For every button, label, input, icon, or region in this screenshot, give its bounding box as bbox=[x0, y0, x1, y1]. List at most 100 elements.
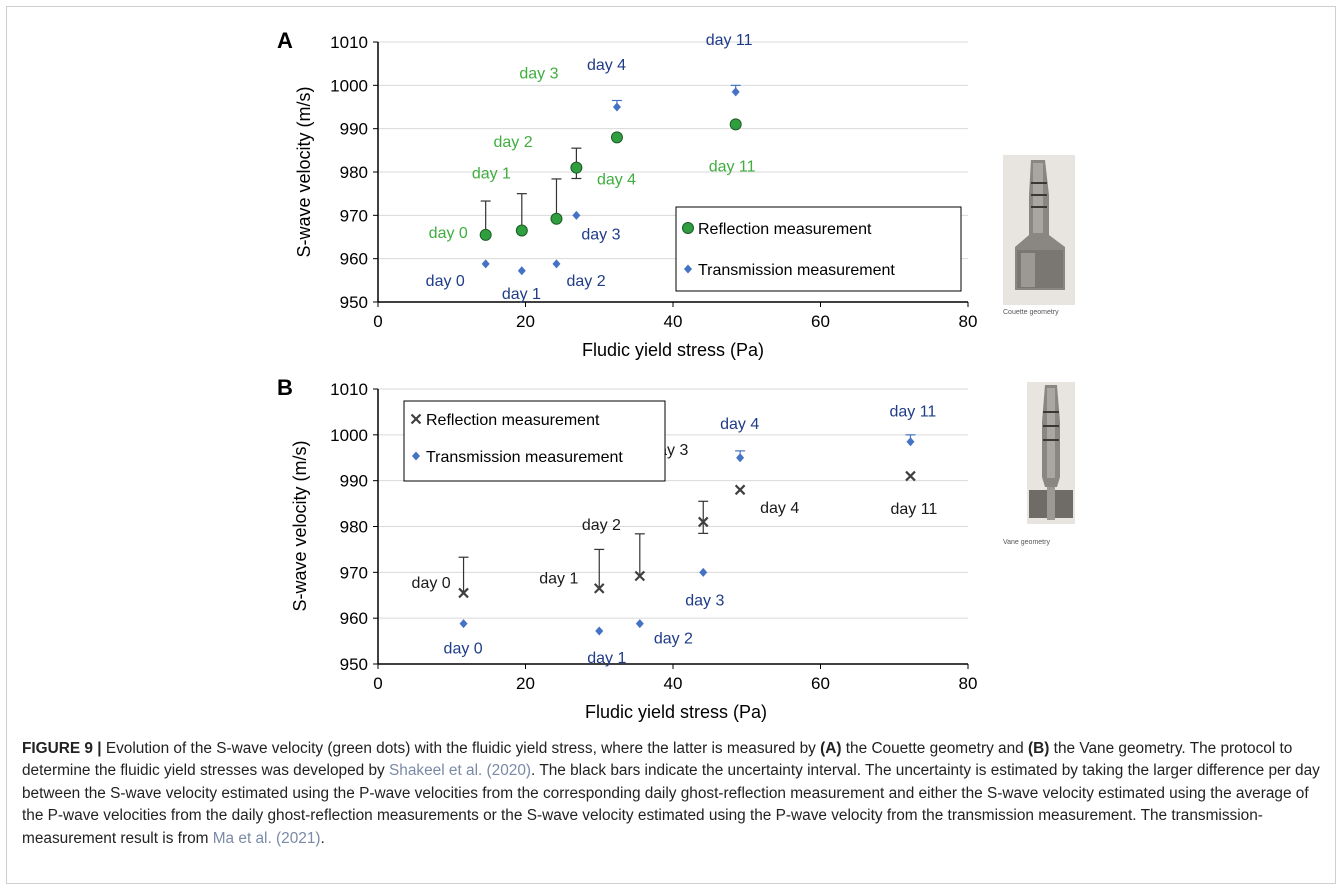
panel-a-legend-transmission-label: Transmission measurement bbox=[698, 262, 895, 279]
panel-b-reflection-data-label: day 0 bbox=[412, 575, 451, 592]
panel-b-transmission-point bbox=[736, 453, 745, 463]
panel-a-reflection-data-label: day 2 bbox=[493, 134, 532, 151]
figure-frame bbox=[6, 6, 1336, 884]
panel-b-y-tick-label: 1000 bbox=[330, 426, 368, 445]
panel-a-reflection-point bbox=[515, 224, 528, 237]
reference-link-ma[interactable]: Ma et al. (2021) bbox=[212, 829, 321, 847]
panel-b-x-tick-label: 20 bbox=[516, 674, 535, 693]
panel-a-transmission-point bbox=[552, 259, 561, 269]
panel-b-reflection-point bbox=[458, 587, 469, 599]
panel-a-reflection-point bbox=[570, 161, 583, 174]
panel-a-legend-box bbox=[675, 206, 962, 292]
panel-b-y-axis-label: S-wave velocity (m/s) bbox=[290, 440, 310, 611]
figure-label: FIGURE 9 | bbox=[22, 740, 102, 757]
panel-b-transmission-data-label: day 4 bbox=[720, 416, 759, 433]
couette-geometry-caption: Couette geometry bbox=[1003, 309, 1059, 316]
figure-9-charts: 950 960 970 980 990 1000 1010 0 20 40 60 80 Fludic y… bbox=[277, 28, 978, 722]
panel-b-x-tick-label: 60 bbox=[811, 674, 830, 693]
panel-a-legend-reflection-label: Reflection measurement bbox=[698, 221, 872, 238]
panel-a-transmission-data-label: day 11 bbox=[706, 32, 753, 49]
panel-b-transmission-data-label: day 3 bbox=[685, 592, 724, 609]
caption-text-2: the Couette geometry and bbox=[841, 740, 1029, 757]
panel-a-x-tick-label: 80 bbox=[959, 312, 978, 331]
caption-text-5: . bbox=[320, 829, 325, 847]
panel-b-y-tick-label: 990 bbox=[340, 472, 368, 491]
panel-a-reflection-point bbox=[610, 131, 623, 144]
panel-a-transmission-point bbox=[612, 102, 621, 112]
caption-bold-b: (B) bbox=[1028, 740, 1050, 757]
panel-a-reflection-data-label: day 0 bbox=[429, 225, 468, 242]
panel-b-y-tick-label: 970 bbox=[340, 563, 368, 582]
panel-b-transmission-point bbox=[595, 626, 604, 636]
panel-a-transmission-data-label: day 4 bbox=[587, 57, 626, 74]
panel-a-x-tick-label: 0 bbox=[373, 312, 382, 331]
caption-text-3: the Vane geometry. The protocol to deter… bbox=[22, 740, 1293, 780]
panel-a-x-tick-label: 60 bbox=[811, 312, 830, 331]
panel-a-reflection-point bbox=[479, 228, 492, 241]
panel-b-transmission-point bbox=[699, 567, 708, 577]
panel-b-y-tick-label: 980 bbox=[340, 518, 368, 537]
panel-a-transmission-point bbox=[731, 87, 740, 97]
panel-a-y-tick-label: 960 bbox=[340, 250, 368, 269]
panel-b-legend-transmission-label: Transmission measurement bbox=[426, 449, 623, 466]
panel-b-reflection-point bbox=[593, 583, 605, 594]
panel-a-legend-transmission-marker bbox=[684, 264, 692, 274]
couette-geometry-photo bbox=[1003, 155, 1075, 305]
panel-b-panel-label: B bbox=[277, 375, 293, 400]
panel-b-reflection-point bbox=[734, 484, 746, 496]
panel-b-transmission-point bbox=[906, 437, 915, 447]
panel-b-transmission-data-label: day 0 bbox=[444, 641, 483, 658]
panel-a-y-tick-label: 1000 bbox=[330, 76, 368, 95]
panel-b-y-tick-label: 950 bbox=[340, 655, 368, 674]
panel-b-y-tick-label: 1010 bbox=[330, 380, 368, 399]
panel-b-x-tick-label: 0 bbox=[373, 674, 382, 693]
panel-a-y-tick-label: 990 bbox=[340, 120, 368, 139]
caption-text-1: Evolution of the S-wave velocity (green … bbox=[101, 740, 821, 757]
panel-b-legend-reflection-marker bbox=[410, 413, 422, 425]
panel-b-reflection-data-label: day 2 bbox=[582, 517, 621, 534]
panel-a-x-axis-label: Fludic yield stress (Pa) bbox=[582, 340, 764, 360]
vane-geometry-caption: Vane geometry bbox=[1003, 539, 1050, 546]
panel-a-legend-reflection-marker bbox=[682, 222, 694, 234]
figure-caption: FIGURE 9 | Evolution of the S-wave veloc… bbox=[22, 738, 1322, 850]
panel-b-legend-box bbox=[403, 400, 666, 482]
panel-a-y-tick-label: 970 bbox=[340, 206, 368, 225]
panel-b-reflection-point bbox=[697, 516, 709, 528]
panel-a-reflection-data-label: day 11 bbox=[709, 158, 756, 175]
panel-a-transmission-point bbox=[481, 259, 490, 269]
panel-b-x-axis-label: Fludic yield stress (Pa) bbox=[585, 702, 767, 722]
vane-geometry-photo bbox=[1027, 382, 1075, 524]
panel-a-x-tick-label: 40 bbox=[664, 312, 683, 331]
panel-b-reflection-data-label: day 1 bbox=[539, 570, 578, 587]
caption-text-4: . The black bars indicate the uncertaint… bbox=[22, 762, 1320, 847]
panel-a-transmission-data-label: day 3 bbox=[581, 226, 620, 243]
panel-b-transmission-data-label: day 1 bbox=[587, 650, 626, 667]
panel-a-y-tick-label: 1010 bbox=[330, 33, 368, 52]
panel-b-reflection-point bbox=[905, 470, 916, 482]
panel-b-transmission-data-label: day 11 bbox=[889, 404, 936, 421]
panel-a-x-tick-label: 20 bbox=[516, 312, 535, 331]
panel-a-transmission-data-label: day 0 bbox=[426, 273, 465, 290]
panel-a-reflection-point bbox=[550, 212, 563, 225]
panel-b-reflection-data-label: day 4 bbox=[760, 500, 799, 517]
panel-b-transmission-point bbox=[635, 619, 644, 629]
panel-b-transmission-data-label: day 2 bbox=[654, 631, 693, 648]
panel-a-transmission-point bbox=[517, 266, 526, 276]
panel-b-legend-transmission-marker bbox=[412, 451, 420, 461]
panel-a-y-tick-label: 950 bbox=[340, 293, 368, 312]
panel-b-x-tick-label: 80 bbox=[959, 674, 978, 693]
panel-a-reflection-data-label: day 1 bbox=[472, 166, 511, 183]
panel-b-transmission-point bbox=[459, 619, 468, 629]
panel-a-reflection-data-label: day 4 bbox=[597, 171, 636, 188]
panel-b-reflection-point bbox=[634, 570, 646, 582]
panel-a-reflection-data-label: day 3 bbox=[519, 66, 558, 83]
panel-b-legend-reflection-label: Reflection measurement bbox=[426, 412, 600, 429]
panel-a-reflection-point bbox=[729, 118, 742, 131]
panel-a-transmission-data-label: day 2 bbox=[566, 273, 605, 290]
panel-a-panel-label: A bbox=[277, 28, 293, 53]
panel-a-y-axis-label: S-wave velocity (m/s) bbox=[294, 86, 314, 257]
panel-b-y-tick-label: 960 bbox=[340, 609, 368, 628]
panel-b-reflection-data-label: day 11 bbox=[890, 501, 937, 518]
caption-bold-a: (A) bbox=[820, 740, 842, 757]
reference-link-shakeel[interactable]: Shakeel et al. (2020) bbox=[389, 762, 532, 780]
